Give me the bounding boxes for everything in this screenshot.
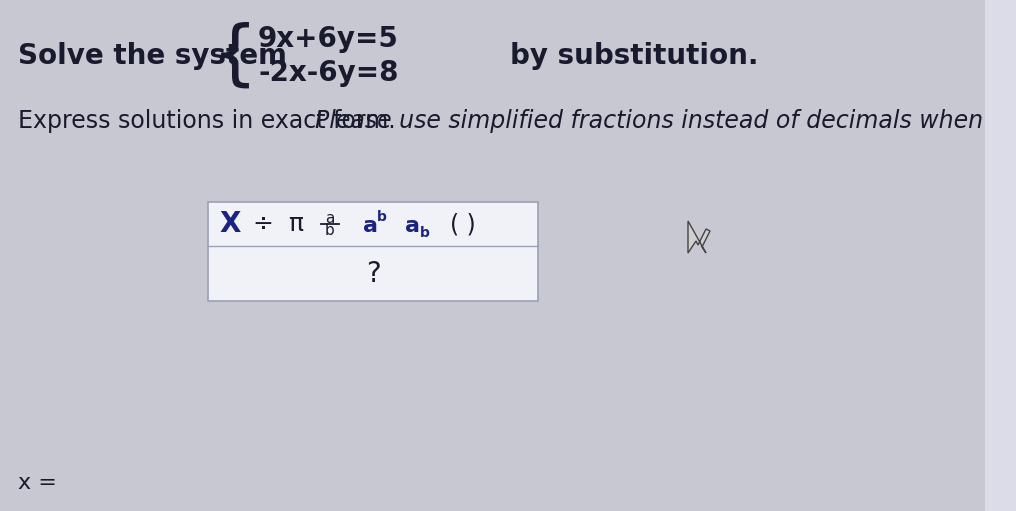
Text: x =: x =: [18, 473, 57, 493]
Text: Express solutions in exact form.: Express solutions in exact form.: [18, 109, 410, 133]
Text: $\{$: $\{$: [210, 21, 250, 91]
Text: π: π: [289, 212, 304, 236]
Text: ÷: ÷: [253, 212, 273, 236]
Text: a: a: [405, 216, 421, 236]
Polygon shape: [688, 221, 710, 253]
Text: -2x-6y=8: -2x-6y=8: [258, 59, 398, 87]
Text: Solve the system: Solve the system: [18, 42, 287, 70]
Text: by substitution.: by substitution.: [510, 42, 759, 70]
FancyBboxPatch shape: [985, 0, 1016, 511]
Text: X: X: [219, 210, 241, 238]
Text: a: a: [325, 211, 334, 225]
Text: b: b: [377, 210, 387, 224]
Text: b: b: [325, 222, 335, 238]
FancyBboxPatch shape: [208, 202, 538, 301]
Text: 9x+6y=5: 9x+6y=5: [258, 25, 399, 53]
Text: ?: ?: [366, 260, 380, 288]
Text: ( ): ( ): [450, 212, 475, 236]
Text: a: a: [363, 216, 378, 236]
Text: b: b: [420, 226, 430, 240]
Text: Please use simplified fractions instead of decimals when: Please use simplified fractions instead …: [315, 109, 983, 133]
